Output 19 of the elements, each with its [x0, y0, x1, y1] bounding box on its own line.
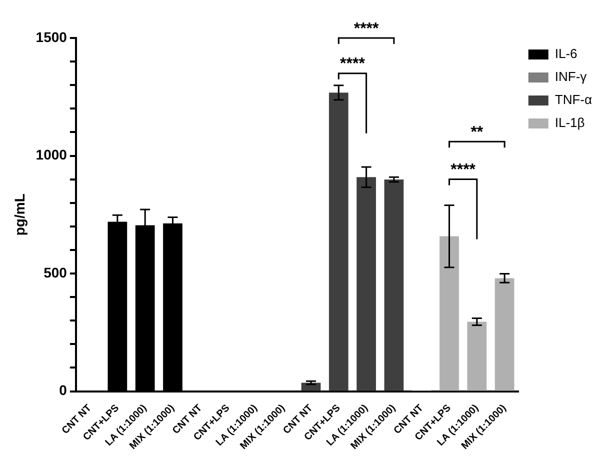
y-tick-label: 500 — [44, 264, 68, 280]
legend-label: IL-6 — [554, 46, 578, 62]
y-tick-label: 1000 — [36, 146, 68, 163]
text: **** — [354, 20, 380, 38]
bar — [440, 236, 459, 391]
bar — [356, 177, 376, 391]
annotation: **** — [450, 162, 476, 179]
annotation: **** — [340, 56, 366, 73]
bar — [384, 180, 404, 391]
bar — [328, 92, 348, 391]
y-axis-title: pg/mL — [11, 193, 28, 236]
bar — [467, 322, 487, 391]
y-tick-label: 0 — [59, 382, 68, 398]
y-tick-label: 1500 — [36, 28, 68, 45]
legend-label: IL-1β — [554, 115, 585, 130]
bar — [494, 278, 514, 391]
legend-label: TNF-α — [554, 92, 592, 108]
legend-label: INF-γ — [554, 69, 588, 84]
annotation: ** — [470, 124, 484, 142]
